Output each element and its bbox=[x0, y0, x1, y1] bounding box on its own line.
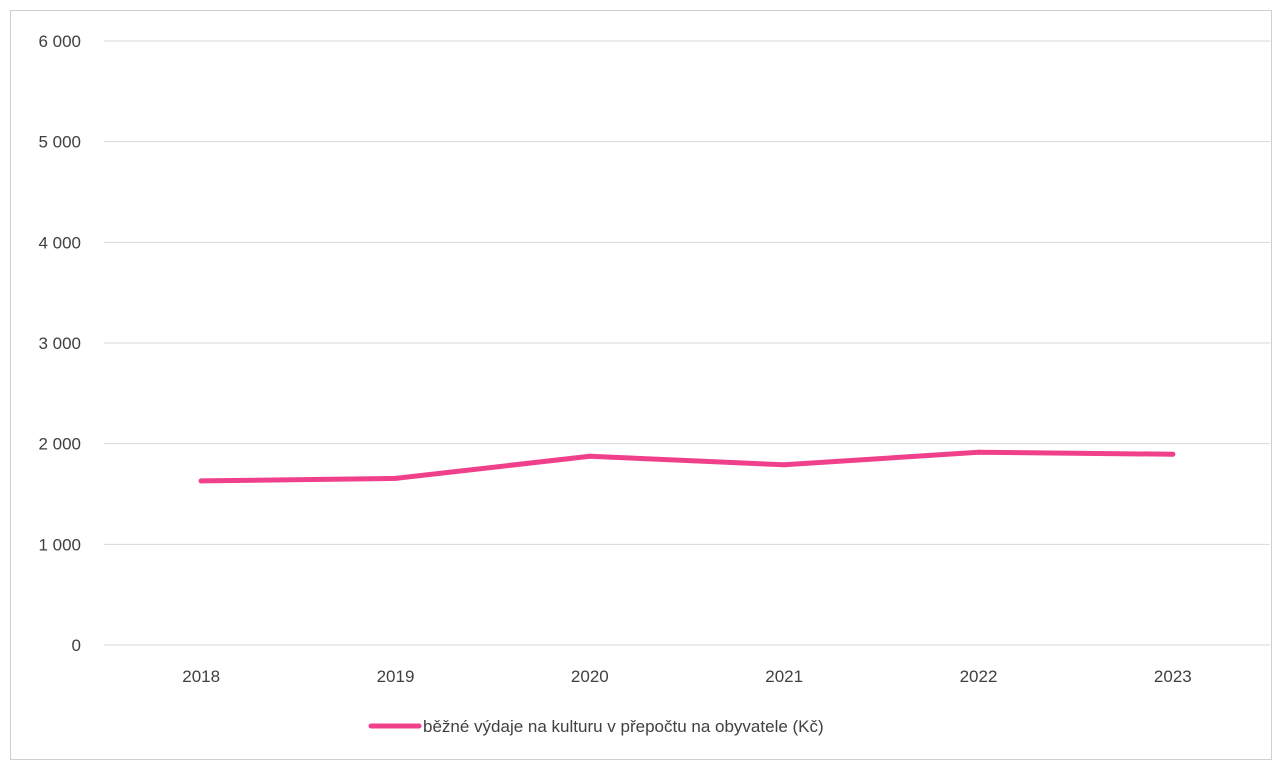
data-point bbox=[393, 475, 398, 481]
x-tick-label: 2021 bbox=[765, 667, 803, 686]
y-tick-label: 6 000 bbox=[38, 32, 81, 51]
x-tick-label: 2020 bbox=[571, 667, 609, 686]
y-axis-tick-labels: 0 1 000 2 000 3 000 4 000 5 000 6 000 bbox=[38, 32, 81, 655]
y-tick-label: 2 000 bbox=[38, 435, 81, 454]
series-lines bbox=[198, 449, 1176, 484]
data-point bbox=[198, 478, 204, 484]
gridlines bbox=[104, 40, 1270, 646]
data-point bbox=[781, 462, 787, 468]
y-tick-label: 0 bbox=[72, 636, 81, 655]
x-axis-tick-labels: 2018 2019 2020 2021 2022 2023 bbox=[182, 667, 1191, 686]
y-tick-label: 3 000 bbox=[38, 334, 81, 353]
y-tick-label: 5 000 bbox=[38, 133, 81, 152]
y-tick-label: 1 000 bbox=[38, 535, 81, 554]
data-point bbox=[1170, 451, 1176, 457]
x-tick-label: 2022 bbox=[960, 667, 998, 686]
data-point bbox=[976, 449, 981, 455]
y-tick-label: 4 000 bbox=[38, 233, 81, 252]
x-tick-label: 2019 bbox=[377, 667, 415, 686]
series-line bbox=[198, 449, 1176, 484]
legend: běžné výdaje na kulturu v přepočtu na ob… bbox=[368, 717, 824, 736]
x-tick-label: 2018 bbox=[182, 667, 220, 686]
chart-frame: 0 1 000 2 000 3 000 4 000 5 000 6 000 2018 2019… bbox=[10, 10, 1272, 760]
data-point bbox=[587, 453, 593, 459]
line-chart: 0 1 000 2 000 3 000 4 000 5 000 6 000 2018 2019… bbox=[38, 32, 1270, 736]
legend-label: běžné výdaje na kulturu v přepočtu na ob… bbox=[423, 717, 824, 736]
x-tick-label: 2023 bbox=[1154, 667, 1192, 686]
